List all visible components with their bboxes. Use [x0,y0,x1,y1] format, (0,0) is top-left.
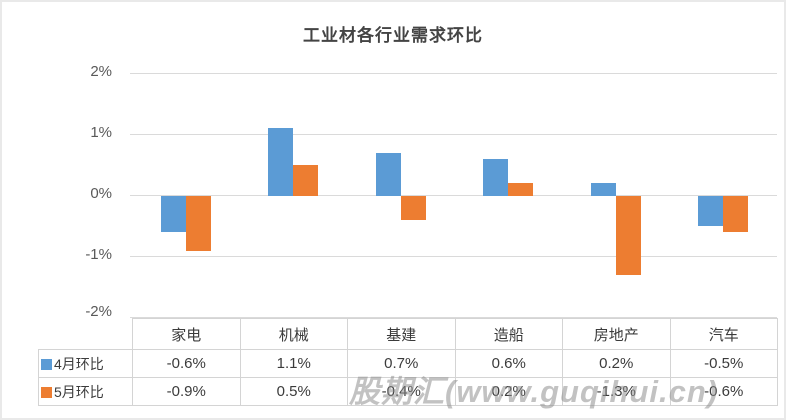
y-tick-label: 1% [90,124,112,141]
bar-series1-造船 [508,183,534,196]
table-cell: 0.5% [239,377,348,406]
data-table: 家电 机械 基建 造船 房地产 汽车 4月环比 -0.6% 1.1% 0.7% … [38,318,778,406]
bar-series0-造船 [483,158,509,196]
y-tick-label: -1% [85,246,112,263]
table-cell: 0.7% [347,349,456,378]
bar-series1-家电 [185,195,211,251]
table-header-cell: 造船 [454,318,563,350]
series-label-april: 4月环比 [38,349,133,378]
bar-series1-基建 [400,195,426,220]
series-label-may: 5月环比 [38,377,133,406]
gridline [130,317,777,318]
table-header-cell: 房地产 [562,318,671,350]
table-cell: 0.2% [562,349,671,378]
series-name: 4月环比 [54,355,104,372]
table-corner-cell [39,319,133,350]
table-cell: -0.5% [669,349,778,378]
table-row-may: 5月环比 -0.9% 0.5% -0.4% 0.2% -1.3% -0.6% [38,377,778,406]
table-header-cell: 家电 [132,318,241,350]
table-header-cell: 汽车 [669,318,778,350]
y-tick-label: -2% [85,303,112,320]
series-name: 5月环比 [54,383,104,400]
chart-title: 工业材各行业需求环比 [303,26,483,45]
table-cell: -0.6% [669,377,778,406]
bar-series0-基建 [375,152,401,196]
bar-series0-机械 [268,128,294,196]
gridline [130,134,777,135]
table-cell: -0.9% [132,377,241,406]
table-cell: 0.6% [454,349,563,378]
bar-series1-汽车 [723,195,749,233]
bar-series1-机械 [293,164,319,196]
bar-series0-家电 [160,195,186,233]
gridline [130,256,777,257]
table-cell: 0.2% [454,377,563,406]
bar-series0-汽车 [698,195,724,227]
table-row-april: 4月环比 -0.6% 1.1% 0.7% 0.6% 0.2% -0.5% [38,349,778,378]
plot-area [130,73,777,318]
legend-key-may-icon [41,386,52,398]
gridline [130,73,777,74]
table-cell: -1.3% [562,377,671,406]
table-header-cell: 基建 [347,318,456,350]
legend-key-april-icon [41,358,52,370]
table-cell: -0.6% [132,349,241,378]
bar-series1-房地产 [615,195,641,276]
y-tick-label: 2% [90,63,112,80]
table-header-cell: 机械 [239,318,348,350]
table-cell: -0.4% [347,377,456,406]
table-cell: 1.1% [239,349,348,378]
y-tick-label: 0% [90,185,112,202]
bar-series0-房地产 [590,183,616,196]
table-header-row: 家电 机械 基建 造船 房地产 汽车 [39,318,778,350]
gridline-zero [130,195,777,196]
